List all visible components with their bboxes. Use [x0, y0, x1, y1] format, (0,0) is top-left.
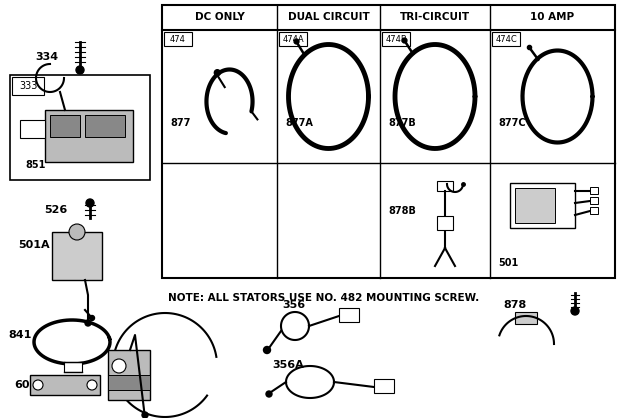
Text: 841: 841: [8, 330, 32, 340]
Bar: [590, 187, 598, 194]
Text: 878B: 878B: [388, 206, 416, 216]
Circle shape: [264, 347, 270, 354]
Text: 878: 878: [503, 300, 526, 310]
Circle shape: [112, 359, 126, 373]
Text: 851: 851: [25, 160, 45, 170]
Text: 605: 605: [14, 380, 37, 390]
Bar: [12, 77, 44, 95]
Circle shape: [69, 224, 85, 240]
Bar: [108, 350, 150, 400]
Text: 501: 501: [498, 258, 518, 268]
Text: NOTE: ALL STATORS USE NO. 482 MOUNTING SCREW.: NOTE: ALL STATORS USE NO. 482 MOUNTING S…: [168, 293, 479, 303]
Circle shape: [86, 199, 94, 207]
Bar: [515, 188, 555, 223]
Bar: [515, 312, 537, 324]
Bar: [510, 183, 575, 228]
Circle shape: [85, 320, 91, 326]
Text: 10 AMP: 10 AMP: [531, 13, 575, 23]
Bar: [382, 32, 410, 46]
Circle shape: [76, 66, 84, 74]
Bar: [590, 207, 598, 214]
Bar: [52, 232, 102, 280]
Bar: [50, 115, 80, 137]
Text: DUAL CIRCUIT: DUAL CIRCUIT: [288, 13, 370, 23]
Circle shape: [89, 316, 94, 321]
Bar: [437, 216, 453, 229]
Text: 356A: 356A: [272, 360, 304, 370]
Text: TRI-CIRCUIT: TRI-CIRCUIT: [400, 13, 470, 23]
Bar: [162, 5, 615, 278]
Text: 877B: 877B: [388, 118, 416, 128]
Circle shape: [33, 380, 43, 390]
Text: DC ONLY: DC ONLY: [195, 13, 244, 23]
Text: 474B: 474B: [385, 35, 407, 43]
Bar: [30, 375, 100, 395]
Text: 334: 334: [35, 52, 58, 62]
Text: 526: 526: [44, 205, 67, 215]
Circle shape: [571, 307, 579, 315]
Bar: [374, 379, 394, 393]
Circle shape: [266, 391, 272, 397]
Bar: [20, 120, 45, 138]
Bar: [64, 362, 82, 372]
Bar: [164, 32, 192, 46]
Bar: [45, 110, 133, 162]
Text: 474A: 474A: [282, 35, 304, 43]
Bar: [108, 375, 150, 390]
Text: 474C: 474C: [495, 35, 517, 43]
Circle shape: [87, 380, 97, 390]
Text: 877A: 877A: [285, 118, 313, 128]
Bar: [590, 197, 598, 204]
Text: 897: 897: [125, 391, 148, 401]
Circle shape: [215, 70, 220, 76]
Text: 356: 356: [282, 300, 305, 310]
Bar: [339, 308, 359, 322]
Bar: [279, 32, 307, 46]
Bar: [492, 32, 520, 46]
Text: 877: 877: [170, 118, 190, 128]
Text: 333: 333: [19, 81, 37, 91]
Text: 877C: 877C: [498, 118, 526, 128]
Bar: [437, 181, 453, 191]
Text: eReplacementParts.com: eReplacementParts.com: [309, 234, 471, 247]
Text: 501A: 501A: [18, 240, 50, 250]
Text: 474: 474: [170, 35, 186, 43]
Bar: [10, 75, 150, 180]
Bar: [85, 115, 125, 137]
Circle shape: [142, 412, 148, 418]
